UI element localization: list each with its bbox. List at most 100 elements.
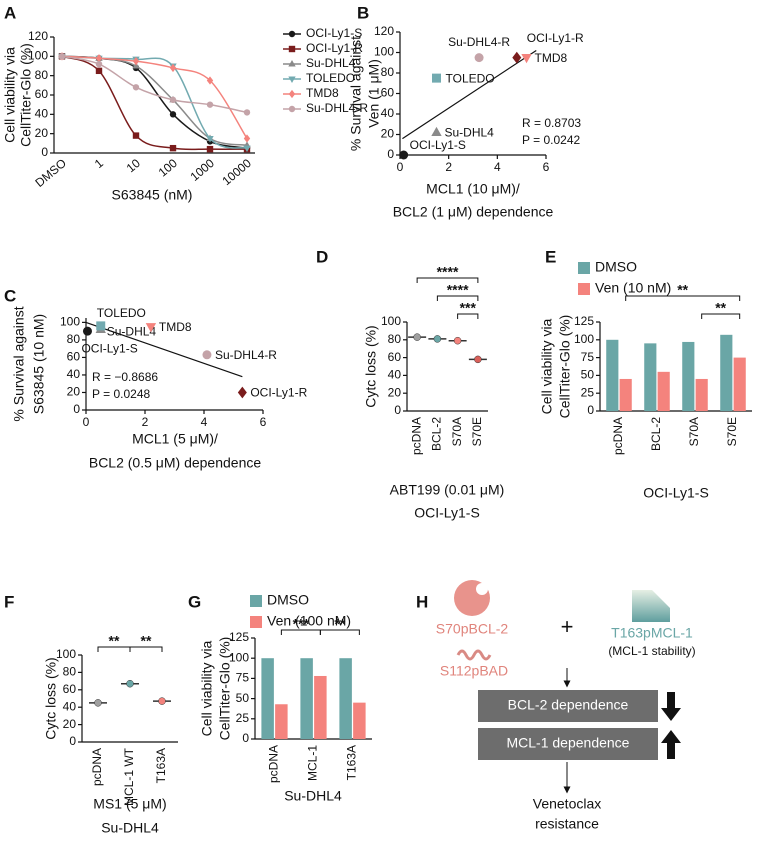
x-tick-label: DMSO	[32, 156, 69, 190]
y-axis-label: Cell viability via	[2, 47, 18, 143]
x-tick-label: pcDNA	[267, 745, 281, 783]
x-tick-label: T163A	[345, 745, 359, 780]
annotation: R = 0.8703	[522, 116, 581, 130]
point-label: OCI-Ly1-S	[410, 138, 466, 152]
x-tick-label: pcDNA	[611, 417, 625, 455]
significance-label: **	[334, 616, 345, 632]
y-tick-label: 60	[63, 682, 77, 696]
y-tick-label: 0	[587, 403, 594, 417]
data-point	[95, 67, 103, 75]
legend-label: OCI-Ly1-S	[306, 26, 362, 40]
y-tick-label: 50	[581, 368, 595, 382]
significance-label: ****	[437, 264, 459, 280]
legend-marker	[288, 76, 296, 83]
panel-letter: C	[4, 286, 16, 305]
panel-letter: E	[545, 247, 556, 266]
data-point	[206, 135, 214, 143]
x-axis-label: Su-DHL4	[101, 820, 159, 836]
legend-label: Su-DHL4	[306, 56, 356, 70]
x-tick-label: MCL-1	[306, 745, 320, 781]
y-tick-label: 0	[73, 402, 80, 416]
y-tick-label: 125	[574, 314, 594, 328]
significance-bracket	[319, 629, 360, 635]
data-point	[94, 699, 102, 707]
outcome: Venetoclax	[533, 796, 602, 812]
bar	[606, 339, 619, 411]
significance-bracket	[416, 277, 479, 283]
bar	[275, 704, 288, 739]
x-tick-label: 2	[445, 160, 452, 174]
x-tick-label: 4	[201, 415, 208, 429]
y-tick-label: 80	[35, 68, 49, 82]
panel-h: H S70pBCL-2 S112pBAD + T163pMCL-1 (MCL-1…	[416, 580, 696, 832]
data-point	[206, 76, 214, 85]
plus: +	[561, 614, 574, 639]
legend-marker	[288, 105, 296, 113]
y-tick-label: 0	[242, 731, 249, 745]
y-tick-label: 40	[67, 367, 81, 381]
series-line	[61, 55, 248, 139]
bar	[657, 371, 670, 411]
fit-line	[402, 49, 537, 140]
legend-label: Ven (100 nM)	[267, 613, 351, 629]
x-tick-label: MCL-1 WT	[122, 747, 136, 806]
y-tick-label: 80	[67, 332, 81, 346]
y-tick-label: 100	[229, 650, 249, 664]
bar	[695, 378, 708, 411]
y-tick-label: 0	[41, 145, 48, 159]
panel-letter: B	[357, 3, 369, 22]
x-tick-label: 100	[156, 156, 181, 180]
x-tick-label: T163A	[154, 748, 168, 783]
bar	[720, 334, 733, 411]
significance-bracket	[457, 313, 479, 319]
down-arrow	[661, 692, 681, 721]
significance-label: **	[715, 300, 726, 316]
y-tick-label: 20	[63, 717, 77, 731]
legend-marker	[288, 45, 296, 53]
point-label: Su-DHL4	[445, 126, 495, 140]
y-tick-label: 60	[35, 87, 49, 101]
y-axis-label: S63845 (10 nM)	[31, 314, 47, 414]
significance-label: **	[109, 633, 120, 649]
box-label: BCL-2 dependence	[508, 697, 629, 713]
significance-bracket	[701, 313, 741, 319]
y-tick-label: 20	[35, 126, 49, 140]
x-tick-label: 10000	[219, 156, 254, 188]
y-tick-label: 20	[381, 127, 395, 141]
item-label: S70pBCL-2	[436, 621, 509, 637]
x-axis-label: BCL2 (1 μM) dependence	[393, 204, 554, 220]
data-point	[132, 57, 140, 66]
x-tick-label: S70A	[687, 417, 701, 446]
bar	[314, 675, 327, 739]
y-tick-label: 120	[374, 24, 394, 38]
data-point	[169, 63, 177, 73]
series-line	[61, 55, 248, 149]
point-label: Su-DHL4-R	[215, 348, 277, 362]
data-point	[206, 145, 214, 153]
significance-label: ****	[447, 282, 469, 298]
y-tick-label: 20	[67, 385, 81, 399]
y-tick-label: 25	[236, 711, 250, 725]
x-axis-label: MS1 (5 μM)	[93, 796, 166, 812]
x-tick-label: 4	[494, 160, 501, 174]
x-tick-label: pcDNA	[409, 417, 423, 455]
data-point	[413, 333, 421, 341]
legend-marker	[288, 30, 296, 38]
point-label: OCI-Ly1-R	[527, 31, 584, 45]
mcl1-icon	[632, 590, 670, 622]
data-point	[169, 96, 177, 104]
y-tick-label: 40	[381, 106, 395, 120]
x-axis-label: Su-DHL4	[284, 788, 342, 804]
data-point	[399, 150, 409, 160]
series-line	[61, 55, 248, 149]
y-tick-label: 100	[56, 647, 76, 661]
panel-letter: D	[316, 247, 328, 266]
item-label: T163pMCL-1	[611, 625, 693, 641]
data-point	[237, 386, 247, 399]
x-tick-label: 1	[92, 156, 106, 171]
y-axis-label: % Survival against	[348, 36, 364, 151]
data-point	[206, 101, 214, 108]
panel-letter: F	[4, 592, 14, 611]
y-tick-label: 60	[381, 86, 395, 100]
x-tick-label: pcDNA	[90, 748, 104, 786]
